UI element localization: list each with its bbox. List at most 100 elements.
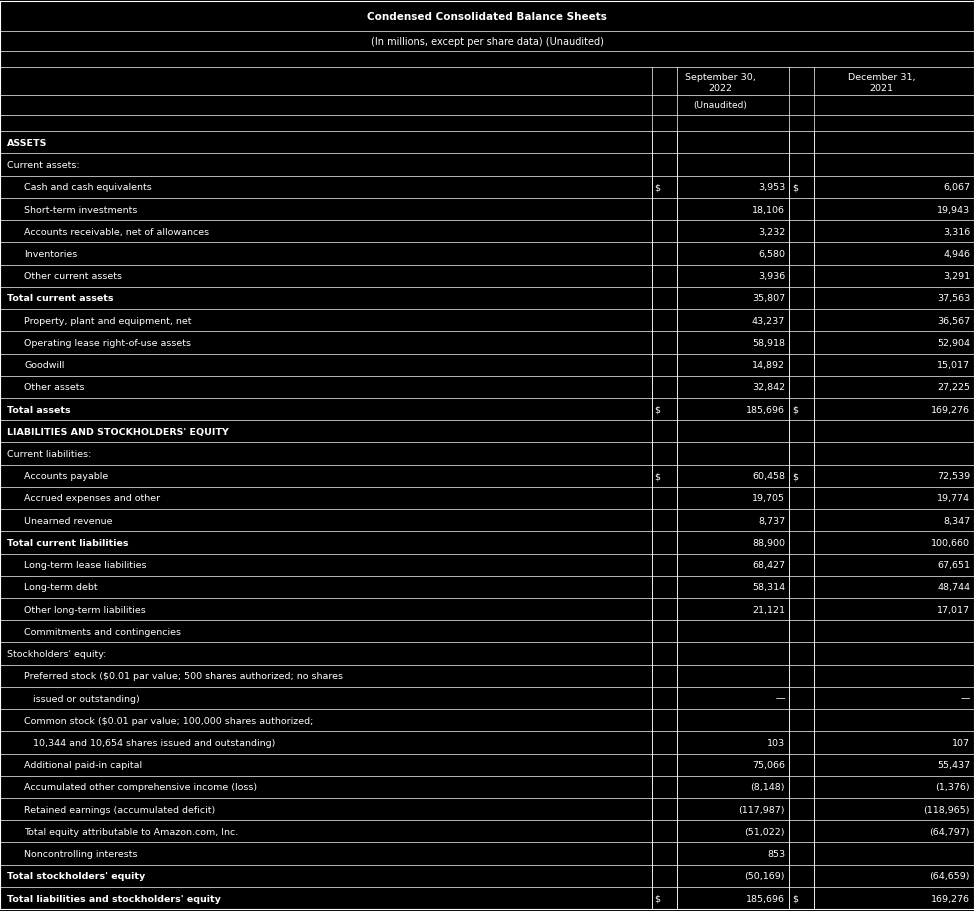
Text: Total current liabilities: Total current liabilities	[7, 538, 129, 548]
Text: $: $	[655, 183, 660, 192]
Text: 853: 853	[767, 849, 785, 858]
Text: (118,965): (118,965)	[923, 804, 970, 814]
Text: Other current assets: Other current assets	[24, 271, 123, 281]
Text: September 30,: September 30,	[685, 73, 756, 82]
Text: 6,067: 6,067	[943, 183, 970, 192]
Text: (64,659): (64,659)	[929, 872, 970, 880]
Text: 185,696: 185,696	[746, 405, 785, 415]
Text: 6,580: 6,580	[758, 250, 785, 259]
Text: (117,987): (117,987)	[738, 804, 785, 814]
Text: (50,169): (50,169)	[744, 872, 785, 880]
Text: Stockholders' equity:: Stockholders' equity:	[7, 650, 106, 659]
Text: Current liabilities:: Current liabilities:	[7, 449, 92, 458]
Text: (64,797): (64,797)	[929, 827, 970, 836]
Text: 17,017: 17,017	[937, 605, 970, 614]
Text: 37,563: 37,563	[937, 294, 970, 303]
Text: 103: 103	[767, 738, 785, 747]
Text: 72,539: 72,539	[937, 472, 970, 481]
Text: (In millions, except per share data) (Unaudited): (In millions, except per share data) (Un…	[370, 37, 604, 46]
Text: 52,904: 52,904	[937, 339, 970, 347]
Text: $: $	[655, 894, 660, 903]
Text: Common stock ($0.01 par value; 100,000 shares authorized;: Common stock ($0.01 par value; 100,000 s…	[24, 716, 314, 725]
Text: LIABILITIES AND STOCKHOLDERS' EQUITY: LIABILITIES AND STOCKHOLDERS' EQUITY	[7, 427, 229, 436]
Text: $: $	[792, 405, 798, 415]
Text: 3,936: 3,936	[758, 271, 785, 281]
Text: 58,314: 58,314	[752, 583, 785, 592]
Text: Other long-term liabilities: Other long-term liabilities	[24, 605, 146, 614]
Text: Total current assets: Total current assets	[7, 294, 113, 303]
Text: 3,953: 3,953	[758, 183, 785, 192]
Text: —: —	[960, 694, 970, 702]
Text: 4,946: 4,946	[943, 250, 970, 259]
Text: 169,276: 169,276	[931, 894, 970, 903]
Text: 3,316: 3,316	[943, 228, 970, 237]
Text: $: $	[655, 405, 660, 415]
Text: 2022: 2022	[708, 84, 732, 93]
Text: Commitments and contingencies: Commitments and contingencies	[24, 627, 181, 636]
Text: —: —	[775, 694, 785, 702]
Text: 2021: 2021	[870, 84, 893, 93]
Text: (51,022): (51,022)	[744, 827, 785, 836]
Text: Property, plant and equipment, net: Property, plant and equipment, net	[24, 316, 192, 325]
Text: Long-term debt: Long-term debt	[24, 583, 98, 592]
Text: Operating lease right-of-use assets: Operating lease right-of-use assets	[24, 339, 191, 347]
Text: Total assets: Total assets	[7, 405, 70, 415]
Text: 3,232: 3,232	[758, 228, 785, 237]
Text: Long-term lease liabilities: Long-term lease liabilities	[24, 560, 147, 569]
Text: 10,344 and 10,654 shares issued and outstanding): 10,344 and 10,654 shares issued and outs…	[24, 738, 276, 747]
Text: 36,567: 36,567	[937, 316, 970, 325]
Text: 3,291: 3,291	[943, 271, 970, 281]
Text: 185,696: 185,696	[746, 894, 785, 903]
Text: 8,737: 8,737	[758, 517, 785, 525]
Text: Additional paid-in capital: Additional paid-in capital	[24, 761, 142, 770]
Text: Accrued expenses and other: Accrued expenses and other	[24, 494, 161, 503]
Text: Inventories: Inventories	[24, 250, 78, 259]
Text: 21,121: 21,121	[752, 605, 785, 614]
Text: 8,347: 8,347	[943, 517, 970, 525]
Text: 169,276: 169,276	[931, 405, 970, 415]
Text: issued or outstanding): issued or outstanding)	[24, 694, 140, 702]
Text: (1,376): (1,376)	[935, 783, 970, 792]
Text: Accounts receivable, net of allowances: Accounts receivable, net of allowances	[24, 228, 209, 237]
Text: Goodwill: Goodwill	[24, 361, 64, 370]
Text: 48,744: 48,744	[937, 583, 970, 592]
Text: Retained earnings (accumulated deficit): Retained earnings (accumulated deficit)	[24, 804, 215, 814]
Text: 18,106: 18,106	[752, 205, 785, 214]
Text: 19,774: 19,774	[937, 494, 970, 503]
Text: 55,437: 55,437	[937, 761, 970, 770]
Text: 43,237: 43,237	[752, 316, 785, 325]
Text: 15,017: 15,017	[937, 361, 970, 370]
Text: Current assets:: Current assets:	[7, 161, 80, 169]
Text: $: $	[792, 894, 798, 903]
Text: 14,892: 14,892	[752, 361, 785, 370]
Text: December 31,: December 31,	[847, 73, 916, 82]
Text: Condensed Consolidated Balance Sheets: Condensed Consolidated Balance Sheets	[367, 12, 607, 22]
Text: (8,148): (8,148)	[751, 783, 785, 792]
Text: 32,842: 32,842	[752, 383, 785, 392]
Text: 35,807: 35,807	[752, 294, 785, 303]
Text: Other assets: Other assets	[24, 383, 85, 392]
Text: $: $	[792, 472, 798, 481]
Text: Accumulated other comprehensive income (loss): Accumulated other comprehensive income (…	[24, 783, 257, 792]
Text: 100,660: 100,660	[931, 538, 970, 548]
Text: Cash and cash equivalents: Cash and cash equivalents	[24, 183, 152, 192]
Text: 68,427: 68,427	[752, 560, 785, 569]
Text: (Unaudited): (Unaudited)	[693, 101, 747, 110]
Text: 27,225: 27,225	[937, 383, 970, 392]
Text: Total liabilities and stockholders' equity: Total liabilities and stockholders' equi…	[7, 894, 221, 903]
Text: Unearned revenue: Unearned revenue	[24, 517, 113, 525]
Text: 60,458: 60,458	[752, 472, 785, 481]
Text: 67,651: 67,651	[937, 560, 970, 569]
Text: Noncontrolling interests: Noncontrolling interests	[24, 849, 138, 858]
Text: $: $	[792, 183, 798, 192]
Text: 19,943: 19,943	[937, 205, 970, 214]
Text: $: $	[655, 472, 660, 481]
Text: Total stockholders' equity: Total stockholders' equity	[7, 872, 145, 880]
Text: Preferred stock ($0.01 par value; 500 shares authorized; no shares: Preferred stock ($0.01 par value; 500 sh…	[24, 671, 344, 681]
Text: 88,900: 88,900	[752, 538, 785, 548]
Text: 107: 107	[953, 738, 970, 747]
Text: 19,705: 19,705	[752, 494, 785, 503]
Text: Accounts payable: Accounts payable	[24, 472, 108, 481]
Text: 58,918: 58,918	[752, 339, 785, 347]
Text: 75,066: 75,066	[752, 761, 785, 770]
